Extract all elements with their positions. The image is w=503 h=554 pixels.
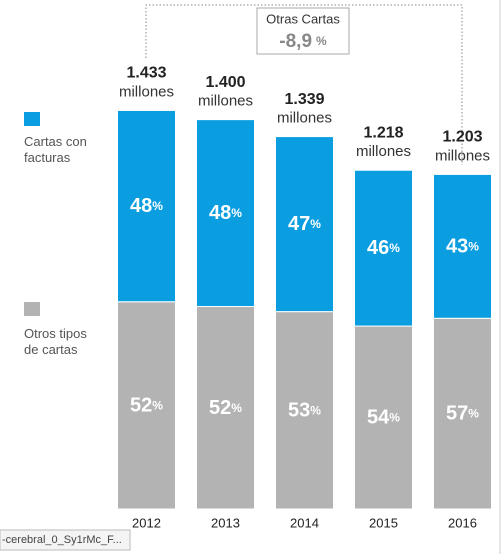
data-label-unit: % xyxy=(468,240,479,254)
data-label-value: 52 xyxy=(209,397,231,419)
data-label-unit: % xyxy=(152,399,163,413)
bar-segment xyxy=(196,119,255,308)
total-label: 1.339 xyxy=(284,91,324,108)
data-label-value: 53 xyxy=(288,400,310,422)
footer-box xyxy=(0,529,131,551)
data-label-unit: % xyxy=(310,403,321,417)
annotation-value: -8,9% xyxy=(279,31,327,52)
data-label-unit: % xyxy=(231,401,242,415)
data-label: 54% xyxy=(367,407,400,429)
data-label: 48% xyxy=(130,195,163,217)
total-unit: millones xyxy=(277,110,332,127)
x-tick-label: 2016 xyxy=(448,515,477,530)
data-label: 52% xyxy=(209,397,242,419)
x-tick-label: 2012 xyxy=(132,515,161,530)
data-label-unit: % xyxy=(468,407,479,421)
total-unit: millones xyxy=(119,83,174,100)
data-label: 47% xyxy=(288,213,321,235)
legend-label: Cartas con facturas xyxy=(24,134,87,165)
bar-segment xyxy=(117,109,176,303)
annotation-title: Otras Cartas xyxy=(266,11,340,26)
total-unit: millones xyxy=(435,147,490,164)
data-label-value: 54 xyxy=(367,407,390,429)
bar-segment xyxy=(117,301,176,510)
legend-label: Otros tipos de cartas xyxy=(24,326,87,357)
bar-segment xyxy=(275,311,334,510)
x-tick-label: 2013 xyxy=(211,515,240,530)
total-unit: millones xyxy=(356,143,411,160)
total-label: 1.400 xyxy=(205,74,245,91)
total-label: 1.203 xyxy=(442,129,482,146)
data-label-value: 57 xyxy=(446,403,468,425)
bar-segment xyxy=(354,325,413,510)
data-label: 48% xyxy=(209,202,242,224)
bar-segment xyxy=(354,169,413,327)
bar-segment xyxy=(275,136,334,313)
data-label-value: 52 xyxy=(130,395,152,417)
data-label-value: 47 xyxy=(288,213,310,235)
bar-segment xyxy=(433,173,492,319)
x-tick-label: 2014 xyxy=(290,515,319,530)
data-label: 46% xyxy=(367,237,400,259)
legend-swatch xyxy=(24,302,40,316)
x-tick-label: 2015 xyxy=(369,515,398,530)
legend-swatch xyxy=(24,112,40,126)
total-label: 1.218 xyxy=(363,124,403,141)
data-label-value: 46 xyxy=(367,237,389,259)
data-label-unit: % xyxy=(389,411,400,425)
annotation-box xyxy=(256,7,350,55)
data-label: 43% xyxy=(446,236,479,258)
annotation-unit: % xyxy=(316,34,327,48)
bracket xyxy=(145,4,463,165)
footer-text: -cerebral_0_Sy1rMc_F... xyxy=(2,534,122,546)
total-label: 1.433 xyxy=(126,65,166,82)
data-label: 52% xyxy=(130,395,163,417)
data-label-unit: % xyxy=(389,241,400,255)
data-label: 57% xyxy=(446,403,479,425)
data-label: 53% xyxy=(288,400,321,422)
data-label-value: 48 xyxy=(130,195,152,217)
data-label-unit: % xyxy=(310,217,321,231)
bar-segment xyxy=(196,306,255,510)
data-label-unit: % xyxy=(231,206,242,220)
annotation-change: -8,9 xyxy=(279,31,312,52)
data-label-value: 48 xyxy=(209,202,231,224)
total-unit: millones xyxy=(198,93,253,110)
data-label-unit: % xyxy=(152,199,163,213)
bar-segment xyxy=(433,317,492,510)
data-label-value: 43 xyxy=(446,236,468,258)
